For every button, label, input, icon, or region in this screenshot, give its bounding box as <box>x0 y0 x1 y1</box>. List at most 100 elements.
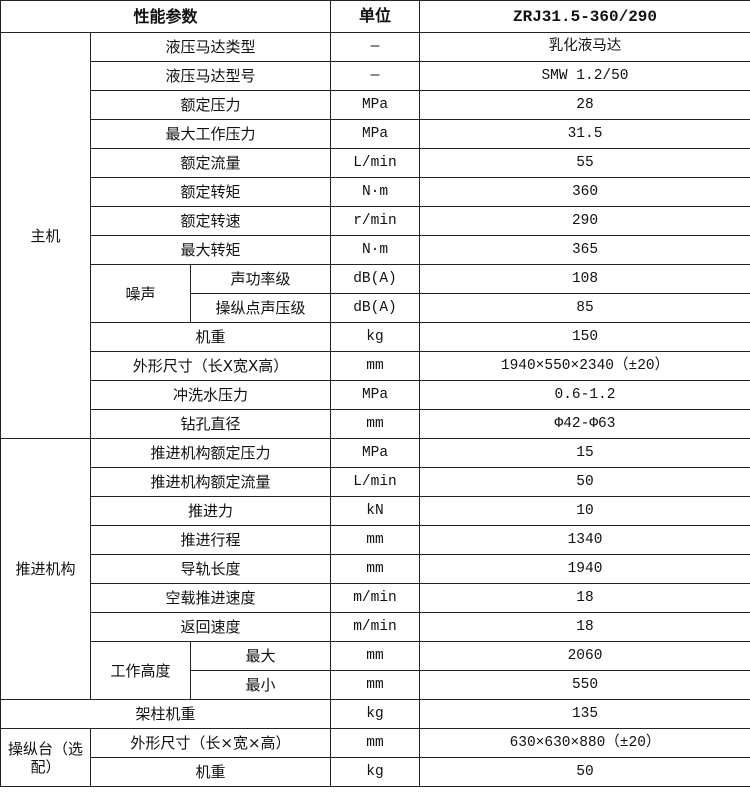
header-unit: 单位 <box>330 0 420 33</box>
param-label: 外形尺寸（长×宽×高） <box>90 728 331 758</box>
param-value: SMW 1.2/50 <box>419 61 750 91</box>
param-value: 18 <box>419 612 750 642</box>
param-label: 外形尺寸（长X宽X高） <box>90 351 331 381</box>
unit-value: kg <box>330 757 420 787</box>
param-value: 1340 <box>419 525 750 555</box>
param-label: 额定转速 <box>90 206 331 236</box>
table-row: 噪声 声功率级 dB(A) 108 <box>1 264 750 323</box>
param-value: 2060 <box>419 641 750 671</box>
param-label: 最小 <box>190 670 331 700</box>
param-value: 150 <box>419 322 750 352</box>
param-value: 15 <box>419 438 750 468</box>
param-label: 液压马达类型 <box>90 32 331 62</box>
table-row: 推进行程 mm 1340 <box>1 525 750 555</box>
unit-value: N·m <box>330 235 420 265</box>
param-value: 50 <box>419 467 750 497</box>
table-row: 主机 液压马达类型 — 乳化液马达 <box>0 32 750 439</box>
unit-value: MPa <box>330 90 420 120</box>
group-label: 推进机构 <box>0 438 91 700</box>
unit-value: dB(A) <box>330 293 420 323</box>
param-label: 推进行程 <box>90 525 331 555</box>
table-row: 工作高度 最大 mm 2060 <box>1 641 750 700</box>
unit-value: mm <box>330 554 420 584</box>
unit-value: MPa <box>330 119 420 149</box>
param-value: 1940×550×2340（±20） <box>419 351 750 381</box>
table-row: 液压马达型号 — SMW 1.2/50 <box>1 61 750 91</box>
unit-value: mm <box>330 670 420 700</box>
table-row: 最大工作压力 MPa 31.5 <box>1 119 750 149</box>
table-row: 推进机构 推进机构额定压力 MPa 15 <box>0 438 750 700</box>
unit-value: m/min <box>330 583 420 613</box>
table-row: 最小 mm 550 <box>1 670 750 700</box>
table-row: 额定转速 r/min 290 <box>1 206 750 236</box>
param-label: 返回速度 <box>90 612 331 642</box>
param-label: 机重 <box>90 757 331 787</box>
param-label: 空载推进速度 <box>90 583 331 613</box>
unit-value: N·m <box>330 177 420 207</box>
table-row: 推进力 kN 10 <box>1 496 750 526</box>
unit-value: mm <box>330 351 420 381</box>
table-row: 操纵台（选配） 外形尺寸（长×宽×高） mm 630×630×880（±20） <box>0 728 750 787</box>
param-label: 操纵点声压级 <box>190 293 331 323</box>
unit-value: mm <box>330 641 420 671</box>
table-row: 冲洗水压力 MPa 0.6-1.2 <box>1 380 750 410</box>
param-label: 钻孔直径 <box>90 409 331 439</box>
group-label: 操纵台（选配） <box>0 728 91 787</box>
unit-value: MPa <box>330 438 420 468</box>
param-label: 机重 <box>90 322 331 352</box>
table-row: 最大转矩 N·m 365 <box>1 235 750 265</box>
group-label: 主机 <box>0 32 91 439</box>
table-row: 空载推进速度 m/min 18 <box>1 583 750 613</box>
param-value: 10 <box>419 496 750 526</box>
param-value: 1940 <box>419 554 750 584</box>
param-label: 液压马达型号 <box>90 61 331 91</box>
param-label: 额定压力 <box>90 90 331 120</box>
param-value: 365 <box>419 235 750 265</box>
table-row: 推进机构额定流量 L/min 50 <box>1 467 750 497</box>
param-label: 推进机构额定流量 <box>90 467 331 497</box>
table-row: 返回速度 m/min 18 <box>1 612 750 642</box>
unit-value: kg <box>330 699 420 729</box>
param-value: 55 <box>419 148 750 178</box>
unit-value: — <box>330 61 420 91</box>
unit-value: mm <box>330 409 420 439</box>
table-row: 架柱机重 kg 135 <box>0 699 750 729</box>
param-label: 额定流量 <box>90 148 331 178</box>
param-value: 135 <box>419 699 750 729</box>
header-row: 性能参数 单位 ZRJ31.5-360/290 <box>0 0 750 33</box>
unit-value: dB(A) <box>330 264 420 294</box>
table-row: 机重 kg 50 <box>1 757 750 787</box>
table-row: 钻孔直径 mm Φ42-Φ63 <box>1 409 750 439</box>
param-value: 290 <box>419 206 750 236</box>
subgroup-label: 噪声 <box>90 264 191 323</box>
unit-value: kN <box>330 496 420 526</box>
param-label: 架柱机重 <box>0 699 331 729</box>
unit-value: L/min <box>330 467 420 497</box>
param-label: 推进力 <box>90 496 331 526</box>
table-row: 机重 kg 150 <box>1 322 750 352</box>
param-label: 冲洗水压力 <box>90 380 331 410</box>
param-value: 360 <box>419 177 750 207</box>
unit-value: MPa <box>330 380 420 410</box>
param-value: 50 <box>419 757 750 787</box>
subgroup-label: 工作高度 <box>90 641 191 700</box>
header-model: ZRJ31.5-360/290 <box>419 0 750 33</box>
table-row: 额定转矩 N·m 360 <box>1 177 750 207</box>
table-row: 额定压力 MPa 28 <box>1 90 750 120</box>
table-row: 外形尺寸（长X宽X高） mm 1940×550×2340（±20） <box>1 351 750 381</box>
unit-value: m/min <box>330 612 420 642</box>
table-row: 导轨长度 mm 1940 <box>1 554 750 584</box>
param-value: 乳化液马达 <box>419 32 750 62</box>
param-value: 31.5 <box>419 119 750 149</box>
unit-value: mm <box>330 728 420 758</box>
param-value: 108 <box>419 264 750 294</box>
param-label: 最大转矩 <box>90 235 331 265</box>
param-value: 630×630×880（±20） <box>419 728 750 758</box>
spec-table: 性能参数 单位 ZRJ31.5-360/290 主机 液压马达类型 — 乳化液马达 液压… <box>0 0 750 787</box>
unit-value: L/min <box>330 148 420 178</box>
param-label: 最大工作压力 <box>90 119 331 149</box>
table-row: 额定流量 L/min 55 <box>1 148 750 178</box>
param-label: 导轨长度 <box>90 554 331 584</box>
param-value: 18 <box>419 583 750 613</box>
param-value: 28 <box>419 90 750 120</box>
